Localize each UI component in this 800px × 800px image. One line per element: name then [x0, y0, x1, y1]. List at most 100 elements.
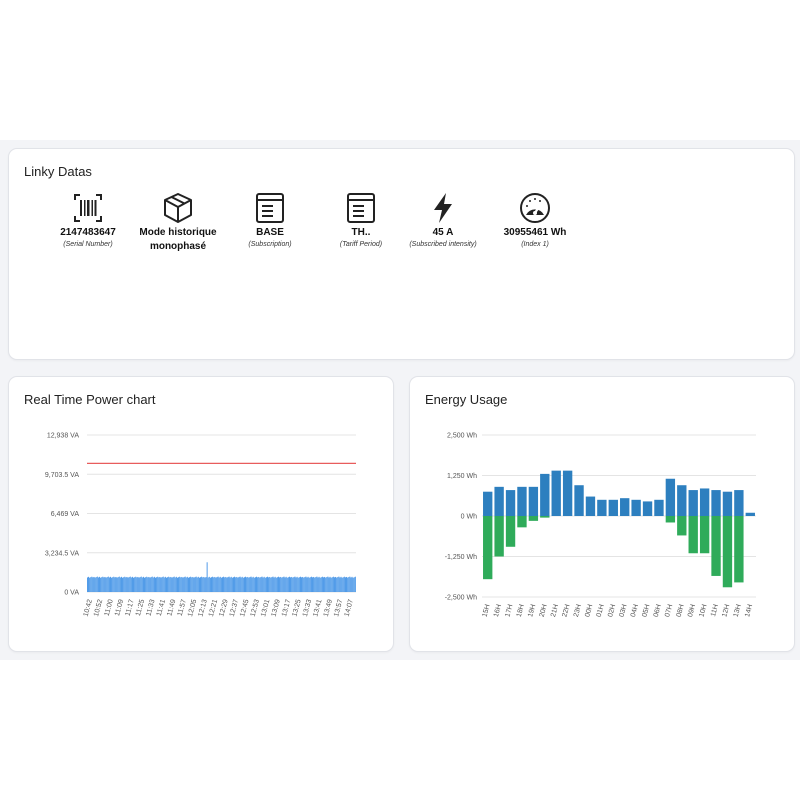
- y-tick-label: 3,234.5 VA: [45, 550, 79, 557]
- power-bar: [146, 576, 148, 592]
- power-bar: [125, 577, 127, 592]
- x-tick-label: 13:01: [260, 599, 271, 618]
- power-bar: [315, 577, 317, 592]
- consumption-bar: [494, 486, 504, 516]
- power-bar: [335, 576, 337, 592]
- x-tick-label: 11:57: [177, 599, 188, 617]
- x-tick-label: 13:33: [302, 599, 313, 618]
- power-bar: [139, 577, 141, 592]
- power-bar: [317, 577, 319, 592]
- power-bar: [159, 576, 161, 592]
- power-bar: [160, 577, 162, 592]
- production-bar: [677, 516, 687, 536]
- power-bar: [320, 577, 322, 592]
- power-bar: [223, 576, 225, 592]
- power-bar: [217, 576, 219, 592]
- power-bar: [104, 576, 106, 592]
- power-bar: [236, 576, 238, 592]
- power-bar: [339, 577, 341, 592]
- power-bar: [286, 577, 288, 592]
- power-bar: [252, 576, 254, 592]
- power-bar: [91, 576, 93, 592]
- power-bar: [126, 576, 128, 592]
- power-bar: [303, 577, 305, 592]
- power-chart: 0 VA 3,234.5 VA 6,469 VA 9,703.5 VA 12,938 V…: [45, 433, 356, 618]
- consumption-bar: [734, 490, 744, 516]
- x-tick-label: 02H: [607, 604, 617, 618]
- power-bar: [152, 577, 154, 592]
- power-bar: [354, 576, 356, 592]
- x-tick-label: 11:33: [145, 599, 156, 617]
- power-bar: [245, 576, 246, 592]
- power-bar: [285, 576, 287, 592]
- index-caption: (Index 1): [521, 241, 549, 248]
- subscription-item: BASE (Subscription): [210, 191, 330, 250]
- power-bar: [124, 576, 126, 592]
- mode-value: Mode historique monophasé: [139, 227, 217, 252]
- power-bar: [307, 576, 309, 592]
- power-bar: [289, 576, 290, 592]
- power-bar: [111, 577, 113, 592]
- power-bar: [153, 576, 155, 592]
- power-bar: [304, 577, 306, 592]
- power-bar: [151, 576, 153, 592]
- document-icon: [347, 193, 375, 223]
- energy-usage-card: Energy Usage 2,500 Wh 1,250 Wh 0 Wh -1,250 …: [409, 376, 795, 652]
- x-tick-label: 09H: [687, 604, 697, 618]
- power-bar: [208, 576, 210, 592]
- power-bar: [281, 577, 283, 592]
- power-bar: [350, 577, 352, 592]
- barcode-icon: [74, 194, 102, 222]
- x-tick-label: 11:41: [156, 599, 167, 617]
- power-bar: [115, 576, 117, 592]
- production-bar: [699, 516, 710, 554]
- power-bar: [101, 577, 103, 592]
- power-bar: [327, 576, 329, 592]
- x-tick-label: 20H: [539, 604, 549, 618]
- consumption-bar: [517, 486, 527, 516]
- x-tick-label: 12:53: [250, 599, 261, 618]
- power-bar: [119, 577, 121, 592]
- x-tick-label: 16H: [493, 604, 503, 618]
- x-tick-label: 11:25: [135, 599, 146, 617]
- power-bar: [323, 577, 324, 592]
- power-bar: [186, 576, 188, 592]
- power-bar: [345, 577, 346, 592]
- consumption-bar: [540, 473, 550, 516]
- power-chart-title: Real Time Power chart: [24, 392, 156, 407]
- consumption-bar: [562, 470, 573, 516]
- consumption-bar: [654, 499, 664, 516]
- x-tick-label: 12:13: [197, 599, 208, 618]
- consumption-bar: [483, 491, 493, 516]
- power-bar: [117, 577, 119, 592]
- power-bar: [234, 576, 236, 592]
- subscribed-intensity-value: 45 A: [432, 227, 454, 238]
- x-tick-label: 13:17: [281, 599, 292, 618]
- power-bar: [142, 576, 144, 592]
- y-tick-label: 0 VA: [64, 590, 79, 597]
- gauge-icon: [520, 193, 550, 223]
- power-bar: [214, 576, 216, 592]
- serial-number-item: 2147483647 (Serial Number): [28, 191, 148, 250]
- power-bar: [116, 577, 118, 592]
- power-bar: [112, 577, 114, 592]
- production-bar: [494, 516, 504, 557]
- power-bar: [329, 576, 331, 592]
- power-bar: [211, 577, 212, 592]
- x-tick-label: 11:17: [125, 599, 136, 617]
- power-bar: [326, 577, 328, 592]
- power-bar: [240, 577, 242, 592]
- x-tick-label: 12H: [721, 604, 731, 618]
- consumption-bar: [608, 499, 618, 516]
- power-bar: [150, 577, 152, 592]
- x-tick-label: 11:49: [166, 599, 177, 617]
- y-tick-label: 0 Wh: [461, 514, 477, 521]
- power-bar: [170, 576, 172, 592]
- power-bar: [318, 576, 320, 592]
- subscription-caption: (Subscription): [248, 241, 292, 248]
- power-bar: [197, 576, 199, 592]
- x-tick-label: 11H: [710, 604, 720, 618]
- power-bar: [169, 577, 171, 592]
- x-tick-label: 12:45: [239, 599, 250, 618]
- power-bar: [163, 577, 165, 592]
